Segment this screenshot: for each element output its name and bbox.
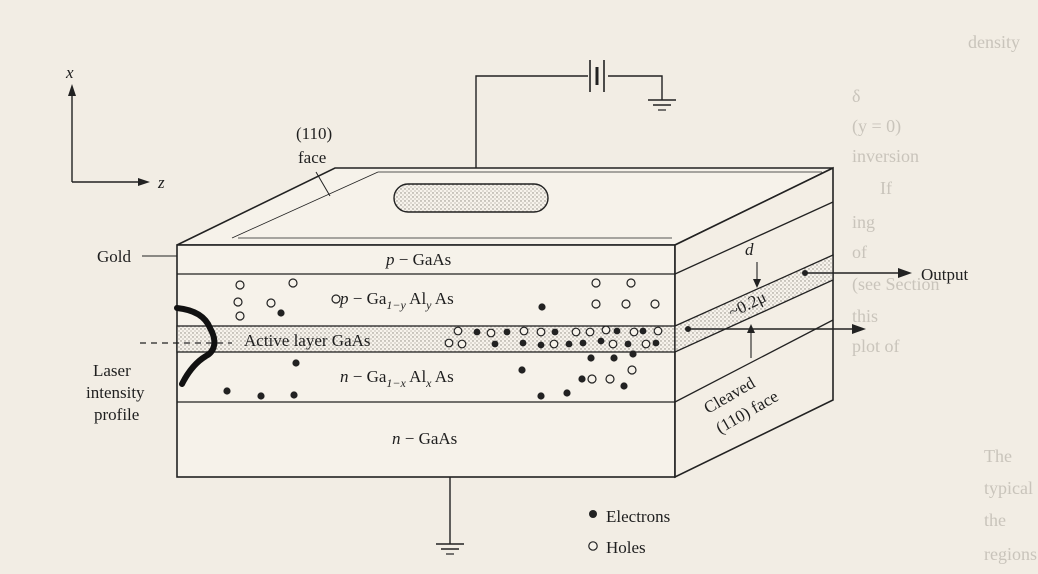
coordinate-axes: x z — [65, 63, 165, 192]
output-label: Output — [921, 265, 969, 284]
bg-text: (see Section — [852, 274, 939, 295]
thickness-d-label: d — [745, 240, 754, 259]
arrow-right-icon — [852, 324, 866, 334]
layer-text: Al — [406, 289, 427, 308]
bg-text: density — [968, 32, 1020, 52]
bg-text: δ — [852, 86, 860, 106]
layer-subscript: x — [425, 376, 432, 390]
layer-subscript: 1−x — [386, 376, 406, 390]
laser-label-line1: Laser — [93, 361, 131, 380]
legend-electrons-label: Electrons — [606, 507, 670, 526]
top-face — [176, 167, 834, 246]
bg-text: of — [852, 242, 867, 262]
layer-prefix: p — [339, 289, 349, 308]
layer-subscript: y — [425, 298, 432, 312]
layer-prefix: p — [385, 250, 395, 269]
thickness-markers — [747, 262, 761, 358]
legend-holes-label: Holes — [606, 538, 646, 557]
layer-n-gaal-as: n − Ga1−x Alx As — [340, 367, 454, 390]
bottom-ground — [436, 477, 464, 555]
bg-text: (y = 0) — [852, 116, 901, 137]
top-face-label-line2: face — [298, 148, 326, 167]
layer-text: − Ga — [349, 367, 387, 386]
bg-text: the — [984, 510, 1006, 530]
layer-text: − Ga — [349, 289, 387, 308]
arrow-up-icon — [747, 324, 755, 333]
bg-text: The — [984, 446, 1012, 466]
layer-text: As — [432, 367, 454, 386]
arrow-up-icon — [68, 84, 76, 96]
layer-p-gaas: p − GaAs — [385, 250, 451, 269]
axis-z-label: z — [157, 173, 165, 192]
bg-text: ing — [852, 212, 875, 232]
bg-text: If — [880, 178, 892, 198]
hole-legend-marker — [588, 541, 598, 551]
battery-circuit — [475, 60, 676, 184]
arrow-right-icon — [138, 178, 150, 186]
background-page-text: density δ (y = 0) inversion If ing of (s… — [852, 32, 1038, 564]
laser-intensity-profile — [140, 305, 232, 387]
bg-text: inversion — [852, 146, 919, 166]
legend: Electrons Holes — [588, 507, 670, 557]
layer-text: As — [432, 289, 454, 308]
bg-text: this — [852, 306, 878, 326]
layer-prefix: n — [340, 367, 349, 386]
electrons — [223, 303, 660, 400]
gold-contact-pad — [393, 183, 549, 213]
layer-subscript: 1−y — [386, 298, 406, 312]
laser-label-line3: profile — [94, 405, 139, 424]
output-beams — [685, 268, 912, 334]
arrow-right-icon — [898, 268, 912, 278]
layer-active: Active layer GaAs — [244, 331, 371, 350]
layer-n-gaas: n − GaAs — [392, 429, 457, 448]
layer-prefix: n — [392, 429, 401, 448]
layer-p-gaal-as: p − Ga1−y Aly As — [339, 289, 454, 312]
layer-text: − GaAs — [401, 429, 458, 448]
bg-text: regions of — [984, 544, 1038, 564]
bg-text: plot of — [852, 336, 900, 356]
layer-text: − GaAs — [395, 250, 452, 269]
top-face-label-line1: (110) — [296, 124, 332, 143]
electron-legend-marker — [589, 510, 597, 518]
layer-text: Al — [406, 367, 427, 386]
gold-label: Gold — [97, 247, 132, 266]
cleaved-face — [674, 166, 834, 479]
bg-text: typical of GaAs — [984, 478, 1038, 498]
laser-label-line2: intensity — [86, 383, 145, 402]
holes — [233, 278, 663, 384]
axis-x-label: x — [65, 63, 74, 82]
arrow-down-icon — [753, 279, 761, 288]
